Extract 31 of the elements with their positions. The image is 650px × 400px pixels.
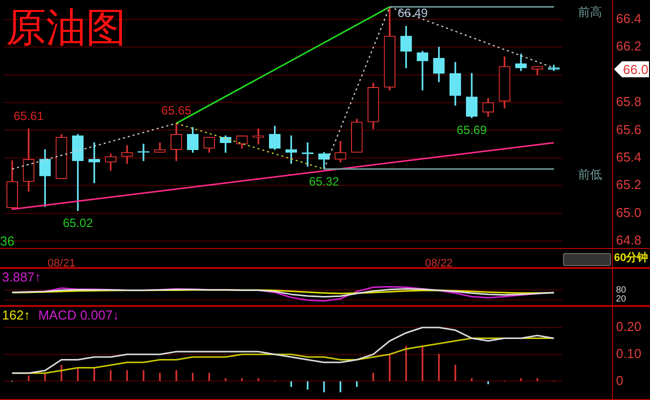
annotation: 65.65 [161,104,192,118]
ref-line-label: 前高 [578,5,602,20]
annotation: 66.49 [398,6,428,20]
text: 66.0 [623,62,648,77]
annotation: 65.02 [62,216,94,230]
y-tick-label: 65.8 [616,94,642,110]
annotation: 3.887↑ [2,270,42,285]
y-tick-label: 65.2 [616,177,642,192]
y-tick-label: 0.20 [616,319,642,334]
annotation: MACD 0.007↓ [38,308,120,323]
y-tick-label: 80 [616,284,626,295]
y-tick-label: 66.2 [616,38,642,54]
ref-line-label: 前低 [578,167,602,182]
y-tick-label: 0.10 [616,346,642,361]
y-tick-label: 20 [616,293,626,304]
annotation: 65.61 [14,109,44,124]
x-tick-label: 08/21 [48,258,76,270]
x-tick-label: 08/22 [425,258,453,270]
chart-title: 原油图 [6,4,126,53]
y-tick-label: 64.8 [616,232,642,248]
y-tick-label: 0 [616,372,624,388]
annotation: 65.69 [456,123,488,138]
annotation: 36 [0,234,14,249]
candlestick [416,50,428,90]
annotation: 162↑ [2,308,30,323]
text: 60分钟 [614,251,648,264]
y-tick-label: 65.4 [616,150,642,165]
annotation: 65.32 [309,174,340,188]
y-tick-label: 65.0 [616,204,642,220]
y-tick-label: 66.4 [616,10,642,26]
y-tick-label: 65.6 [616,122,642,137]
